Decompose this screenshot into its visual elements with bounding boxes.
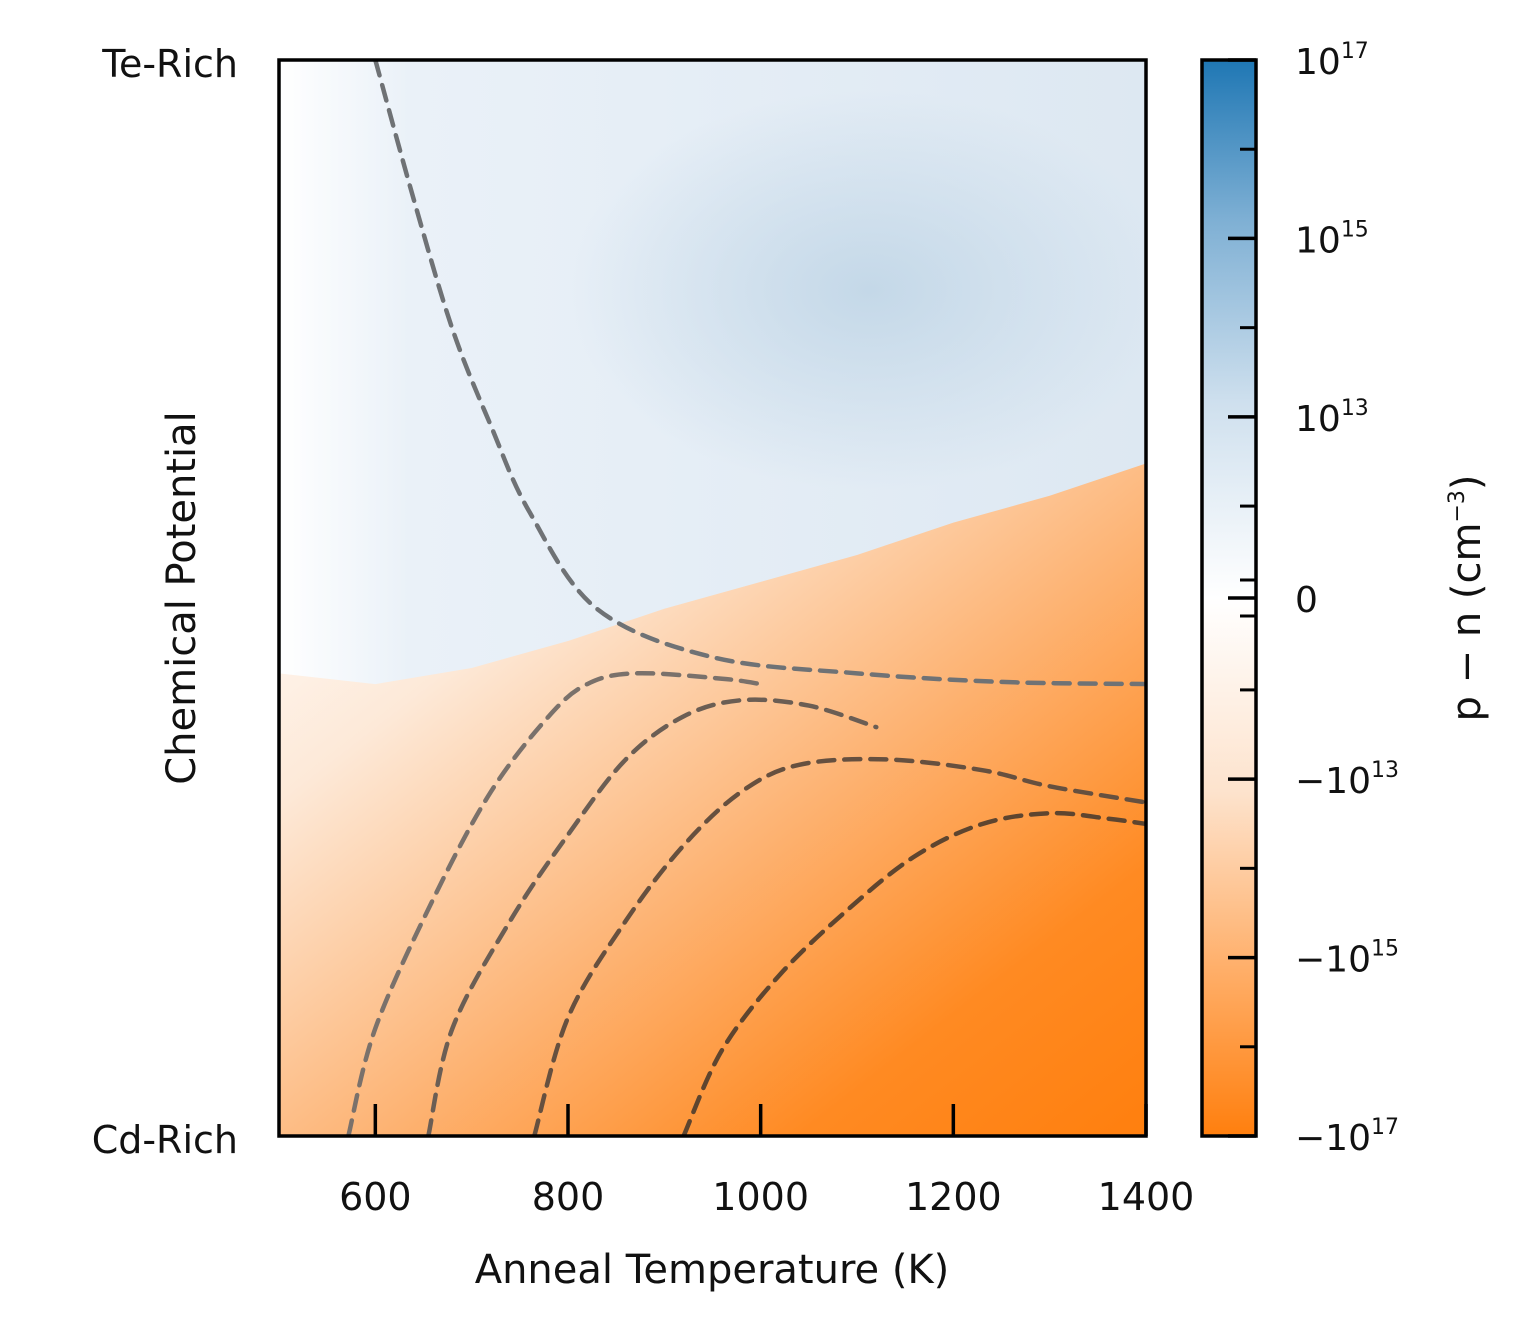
negative-region — [279, 463, 1146, 1136]
x-axis: 600 800 1000 1200 1400 — [339, 1104, 1194, 1219]
y-tick-label-top: Te-Rich — [101, 42, 238, 86]
positive-maximum-region — [570, 90, 1146, 490]
x-tick-label: 1000 — [712, 1175, 809, 1219]
y-tick-label-bottom: Cd-Rich — [92, 1118, 238, 1162]
y-axis-label: Chemical Potential — [159, 411, 205, 785]
x-axis-label: Anneal Temperature (K) — [475, 1247, 950, 1293]
x-tick-label: 600 — [339, 1175, 412, 1219]
colorbar-tick-label: 0 — [1295, 580, 1318, 621]
colorbar-label-prefix: p − n (cm — [1444, 523, 1490, 722]
colorbar-label: p − n (cm−3) — [1444, 474, 1490, 721]
colorbar-ticks: 1017 1015 1013 0 −1013 −1015 −1017 — [1228, 39, 1399, 1159]
contour-line-2 — [346, 670, 763, 1136]
colorbar-label-exponent: −3 — [1445, 490, 1470, 522]
colorbar-tick-label: −1015 — [1295, 937, 1399, 981]
x-tick-label: 800 — [532, 1175, 605, 1219]
colorbar: 1017 1015 1013 0 −1013 −1015 −1017 p − n (cm−3… — [1200, 39, 1490, 1159]
colorbar-tick-label: −1013 — [1295, 758, 1399, 802]
colorbar-tick-label: 1015 — [1295, 217, 1369, 261]
heatmap-plot-area: 600 800 1000 1200 1400 Te-Rich Cd-Rich Annea… — [92, 42, 1195, 1293]
colorbar-tick-label: 1017 — [1295, 39, 1369, 83]
x-tick-label: 1200 — [905, 1175, 1002, 1219]
contour-line-3 — [426, 697, 879, 1136]
colorbar-tick-label: −1017 — [1295, 1115, 1399, 1159]
contour-line-5 — [681, 810, 1146, 1136]
colorbar-tick-label: 1013 — [1295, 396, 1369, 440]
plot-frame — [277, 58, 1148, 1138]
x-tick-label: 1400 — [1098, 1175, 1195, 1219]
contour-lines — [346, 60, 1146, 1136]
colorbar-label-suffix: ) — [1444, 474, 1490, 490]
contour-line-4 — [532, 756, 1146, 1136]
